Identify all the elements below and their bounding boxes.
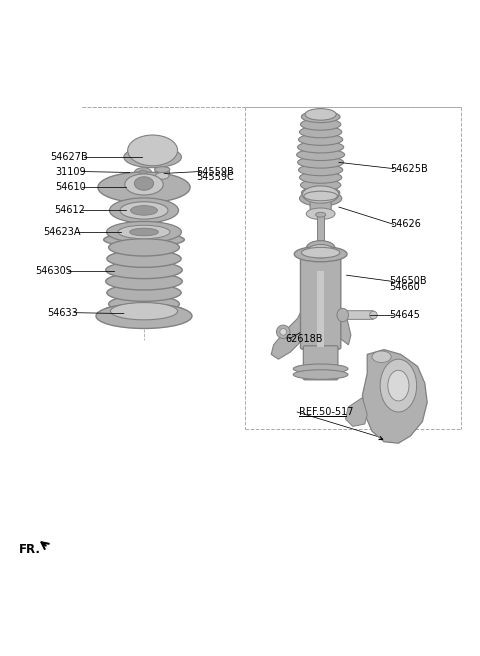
Ellipse shape — [109, 198, 179, 223]
Ellipse shape — [306, 241, 335, 256]
Ellipse shape — [130, 228, 158, 236]
Ellipse shape — [316, 213, 326, 217]
Ellipse shape — [156, 173, 169, 179]
Ellipse shape — [96, 304, 192, 329]
Ellipse shape — [300, 172, 342, 183]
FancyBboxPatch shape — [303, 346, 338, 380]
Ellipse shape — [294, 247, 347, 262]
Text: REF.50-517: REF.50-517 — [299, 407, 354, 417]
Ellipse shape — [131, 205, 157, 215]
Ellipse shape — [115, 314, 136, 326]
Ellipse shape — [293, 364, 348, 374]
Text: 54650B: 54650B — [389, 276, 426, 287]
Ellipse shape — [300, 126, 342, 138]
Ellipse shape — [388, 370, 409, 401]
Text: 54645: 54645 — [389, 310, 420, 320]
FancyBboxPatch shape — [342, 311, 374, 319]
Ellipse shape — [280, 329, 287, 335]
Text: 54626: 54626 — [390, 219, 420, 230]
Ellipse shape — [300, 119, 341, 130]
Ellipse shape — [115, 306, 136, 319]
Ellipse shape — [298, 157, 344, 168]
Ellipse shape — [107, 222, 181, 243]
Ellipse shape — [155, 167, 170, 173]
Text: 54627B: 54627B — [50, 152, 88, 162]
FancyBboxPatch shape — [300, 255, 341, 349]
Ellipse shape — [139, 170, 147, 175]
Ellipse shape — [299, 164, 343, 176]
Ellipse shape — [301, 112, 340, 121]
Ellipse shape — [134, 177, 154, 190]
Ellipse shape — [370, 311, 377, 319]
Ellipse shape — [98, 172, 190, 203]
Ellipse shape — [293, 370, 348, 379]
FancyBboxPatch shape — [310, 197, 331, 215]
Ellipse shape — [298, 141, 344, 153]
Ellipse shape — [106, 185, 123, 195]
Text: 54625B: 54625B — [390, 163, 428, 174]
Bar — [317, 215, 324, 251]
Ellipse shape — [107, 250, 181, 268]
Ellipse shape — [307, 245, 334, 258]
Ellipse shape — [380, 359, 417, 412]
Ellipse shape — [372, 351, 391, 363]
Ellipse shape — [108, 295, 180, 313]
Text: 54559C: 54559C — [196, 173, 234, 182]
Ellipse shape — [304, 191, 337, 201]
Text: 54612: 54612 — [55, 205, 85, 215]
Ellipse shape — [302, 186, 339, 203]
Polygon shape — [271, 309, 302, 359]
Ellipse shape — [169, 310, 191, 322]
Ellipse shape — [118, 225, 170, 239]
Ellipse shape — [104, 233, 184, 247]
Text: 54630S: 54630S — [35, 266, 72, 276]
Ellipse shape — [108, 239, 180, 256]
Ellipse shape — [297, 149, 345, 161]
Bar — [317, 272, 324, 347]
Ellipse shape — [107, 284, 181, 301]
Ellipse shape — [104, 304, 184, 318]
Ellipse shape — [110, 302, 178, 320]
Ellipse shape — [125, 174, 163, 195]
Text: 31109: 31109 — [55, 167, 85, 176]
Ellipse shape — [120, 202, 168, 219]
Ellipse shape — [301, 247, 340, 258]
FancyBboxPatch shape — [155, 168, 169, 178]
Ellipse shape — [300, 191, 342, 206]
Text: 54633: 54633 — [47, 308, 78, 318]
Ellipse shape — [134, 168, 152, 177]
Text: 54559B: 54559B — [196, 167, 234, 176]
Ellipse shape — [106, 273, 182, 290]
Ellipse shape — [128, 135, 178, 166]
Ellipse shape — [299, 134, 343, 146]
Polygon shape — [339, 311, 351, 345]
Text: 54660: 54660 — [389, 282, 420, 292]
Text: 54623A: 54623A — [43, 227, 81, 237]
Text: FR.: FR. — [19, 543, 41, 556]
Ellipse shape — [301, 111, 340, 123]
Text: 62618B: 62618B — [286, 333, 323, 344]
Polygon shape — [362, 350, 427, 443]
Ellipse shape — [276, 325, 290, 338]
Text: 54610: 54610 — [55, 182, 85, 192]
Ellipse shape — [106, 261, 182, 279]
Ellipse shape — [165, 185, 182, 195]
Ellipse shape — [306, 208, 335, 220]
Polygon shape — [346, 398, 367, 426]
Ellipse shape — [337, 308, 348, 321]
Ellipse shape — [301, 187, 340, 199]
Ellipse shape — [124, 146, 181, 168]
Ellipse shape — [300, 179, 341, 191]
Ellipse shape — [305, 109, 336, 120]
Ellipse shape — [135, 177, 153, 188]
